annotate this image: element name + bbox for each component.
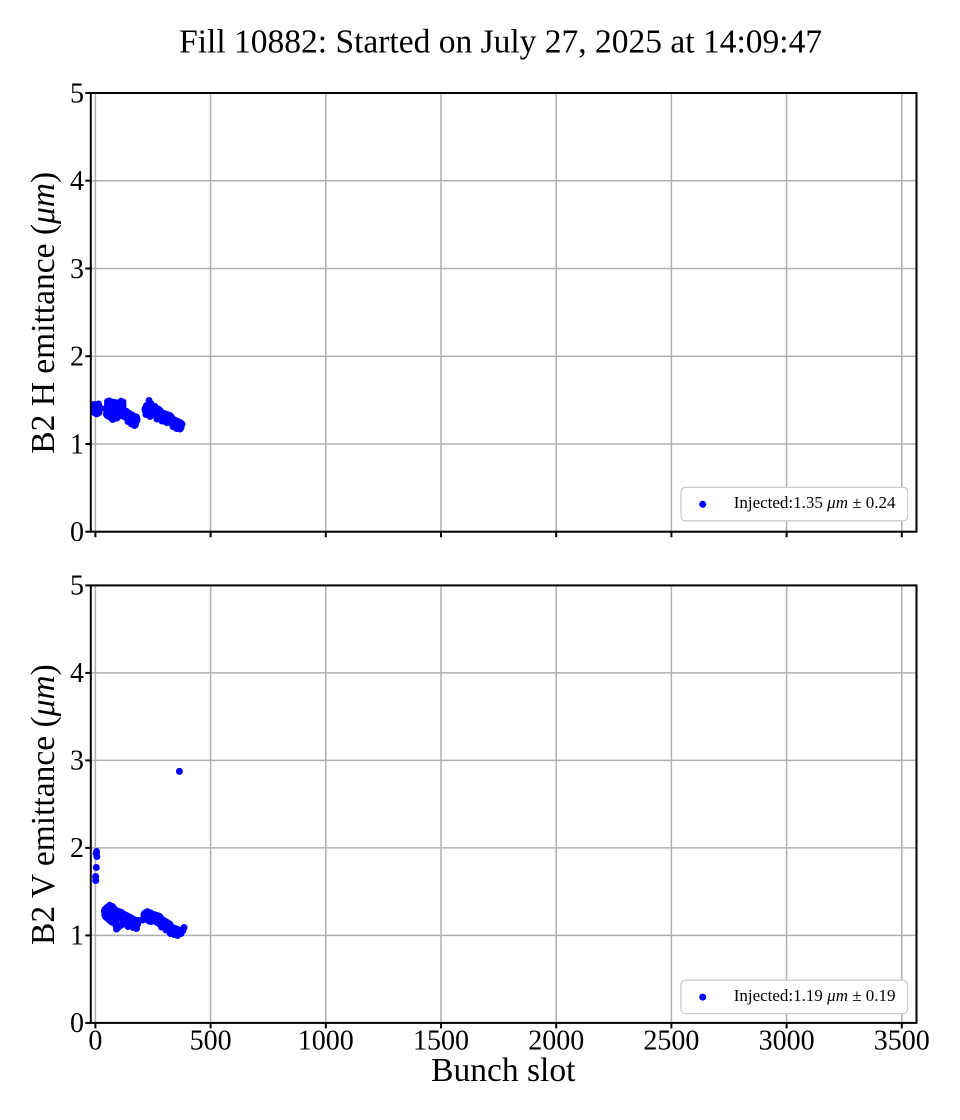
svg-text:1500: 1500 [413,1026,469,1057]
svg-text:1: 1 [70,921,84,952]
svg-text:2500: 2500 [643,1026,699,1057]
svg-text:3: 3 [70,746,84,777]
svg-text:Injected:1.19 μm ± 0.19: Injected:1.19 μm ± 0.19 [734,986,896,1005]
svg-text:2: 2 [70,342,84,373]
svg-text:Fill 10882: Started on July 27: Fill 10882: Started on July 27, 2025 at … [179,23,822,60]
svg-text:0: 0 [70,1008,84,1039]
svg-text:2000: 2000 [528,1026,584,1057]
svg-text:B2 H emittance (μm): B2 H emittance (μm) [25,172,62,454]
svg-text:500: 500 [190,1026,232,1057]
svg-text:5: 5 [70,571,84,602]
svg-text:3500: 3500 [874,1026,930,1057]
svg-text:1000: 1000 [298,1026,354,1057]
svg-text:Injected:1.35 μm ± 0.24: Injected:1.35 μm ± 0.24 [734,493,896,512]
svg-text:4: 4 [70,658,84,689]
svg-text:5: 5 [70,78,84,109]
svg-text:B2 V emittance (μm): B2 V emittance (μm) [25,664,62,945]
svg-text:3: 3 [70,254,84,285]
svg-text:1: 1 [70,429,84,460]
svg-text:0: 0 [88,1026,102,1057]
svg-text:3000: 3000 [759,1026,815,1057]
svg-text:2: 2 [70,833,84,864]
svg-text:Bunch slot: Bunch slot [431,1052,576,1089]
svg-text:4: 4 [70,166,84,197]
svg-text:0: 0 [70,517,84,548]
